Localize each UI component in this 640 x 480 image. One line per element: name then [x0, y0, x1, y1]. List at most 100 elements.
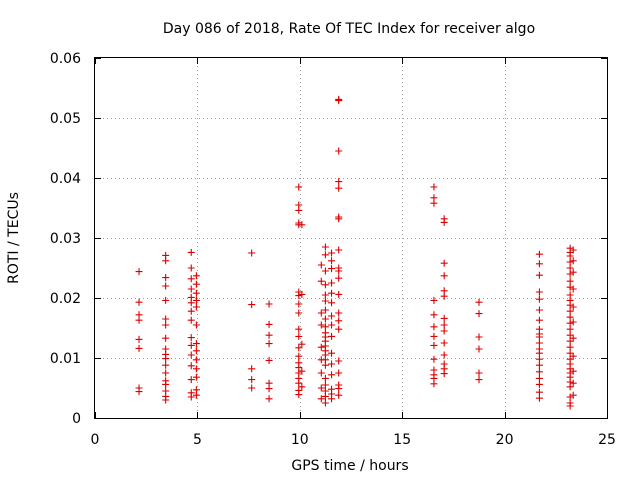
data-point [566, 277, 574, 285]
data-point [162, 396, 170, 404]
chart-title: Day 086 of 2018, Rate Of TEC Index for r… [163, 21, 535, 37]
data-point [430, 296, 438, 304]
data-point [335, 309, 343, 317]
data-point [135, 298, 143, 306]
x-tick-label: 15 [393, 432, 411, 448]
data-point [535, 355, 543, 363]
data-point [566, 258, 574, 266]
data-point [187, 351, 195, 359]
data-point [535, 271, 543, 279]
data-point [569, 379, 577, 387]
data-point [440, 259, 448, 267]
data-point [328, 321, 336, 329]
data-point [295, 309, 303, 317]
data-point [321, 243, 329, 251]
grid-lines [95, 58, 607, 418]
data-point [265, 385, 273, 393]
data-point [295, 292, 303, 300]
data-point [328, 371, 336, 379]
data-point [317, 395, 325, 403]
y-tick-label: 0.04 [50, 171, 81, 187]
data-point [192, 303, 200, 311]
data-point [569, 352, 577, 360]
data-point [566, 252, 574, 260]
data-point [569, 246, 577, 254]
data-point [440, 314, 448, 322]
data-point [440, 339, 448, 347]
data-point [248, 301, 256, 309]
data-point [187, 264, 195, 272]
data-point [295, 391, 303, 399]
data-point [328, 299, 336, 307]
data-point [569, 303, 577, 311]
data-point [295, 183, 303, 191]
data-point [248, 365, 256, 373]
data-point [298, 367, 306, 375]
data-point [335, 274, 343, 282]
data-point [569, 334, 577, 342]
data-point [135, 268, 143, 276]
data-point [321, 281, 329, 289]
data-point [162, 355, 170, 363]
y-tick-label: 0.02 [50, 291, 81, 307]
data-point [475, 369, 483, 377]
data-point [187, 334, 195, 342]
data-point [321, 251, 329, 259]
data-point [535, 380, 543, 388]
data-point [321, 297, 329, 305]
y-tick-label: 0.01 [50, 351, 81, 367]
data-point [135, 344, 143, 352]
data-point [566, 349, 574, 357]
data-point [248, 384, 256, 392]
x-tick-label: 25 [598, 432, 616, 448]
data-point [335, 97, 343, 105]
data-point [535, 339, 543, 347]
data-point [475, 298, 483, 306]
data-point [265, 356, 273, 364]
data-point [192, 373, 200, 381]
data-point [569, 257, 577, 265]
data-point [192, 272, 200, 280]
data-point [295, 379, 303, 387]
data-point [535, 288, 543, 296]
data-point [298, 340, 306, 348]
data-point [566, 337, 574, 345]
data-point [298, 221, 306, 229]
data-point [321, 374, 329, 382]
data-point [566, 343, 574, 351]
data-point [328, 349, 336, 357]
data-point [187, 316, 195, 324]
data-point [321, 399, 329, 407]
data-point [295, 206, 303, 214]
data-point [328, 265, 336, 273]
y-tick-label: 0 [72, 411, 81, 427]
data-point [569, 268, 577, 276]
data-point [566, 301, 574, 309]
data-point [321, 361, 329, 369]
data-point [335, 317, 343, 325]
data-point [430, 355, 438, 363]
data-point [475, 376, 483, 384]
data-point [535, 374, 543, 382]
data-point [440, 292, 448, 300]
data-point [317, 321, 325, 329]
data-point [162, 334, 170, 342]
data-point [430, 311, 438, 319]
data-point [192, 289, 200, 297]
data-point [535, 333, 543, 341]
data-point [192, 356, 200, 364]
data-point [569, 318, 577, 326]
data-point [192, 340, 200, 348]
data-point [440, 321, 448, 329]
data-point [535, 306, 543, 314]
data-point [135, 388, 143, 396]
data-point [569, 367, 577, 375]
data-point [298, 383, 306, 391]
data-point [265, 340, 273, 348]
data-point [430, 323, 438, 331]
tick-labels: 0 5 10 15 20 25 0 0.01 0.02 0.03 0.04 0.05 0.06 [50, 51, 616, 448]
data-point [569, 391, 577, 399]
data-point [192, 321, 200, 329]
data-point [430, 380, 438, 388]
